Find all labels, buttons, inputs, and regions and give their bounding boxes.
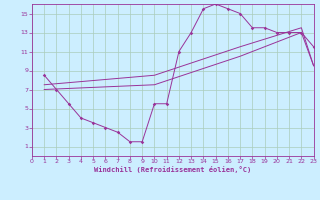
X-axis label: Windchill (Refroidissement éolien,°C): Windchill (Refroidissement éolien,°C)	[94, 166, 252, 173]
